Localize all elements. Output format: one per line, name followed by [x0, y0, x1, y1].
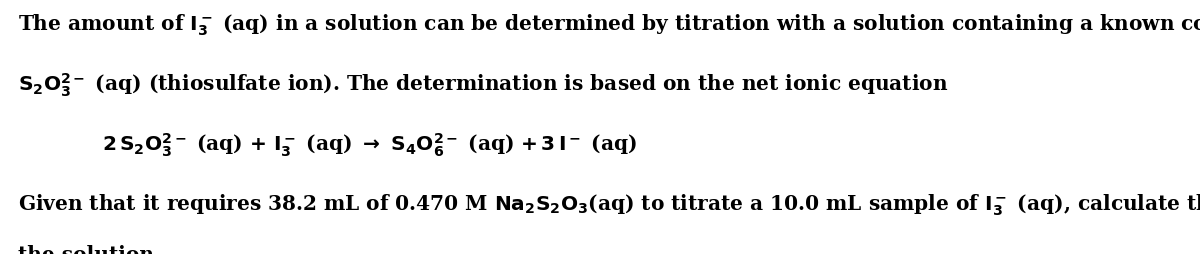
Text: the solution.: the solution. [18, 244, 161, 254]
Text: $\mathbf{2\,S_2O_3^{2-}}$ (aq) $\mathbf{+}$ $\mathbf{I_3^-}$ (aq) $\mathbf{\righ: $\mathbf{2\,S_2O_3^{2-}}$ (aq) $\mathbf{… [102, 131, 637, 158]
Text: Given that it requires 38.2 mL of 0.470 M $\mathbf{Na_2S_2O_3}$(aq) to titrate a: Given that it requires 38.2 mL of 0.470 … [18, 192, 1200, 217]
Text: $\mathbf{S_2O_3^{2-}}$ (aq) (thiosulfate ion). The determination is based on the: $\mathbf{S_2O_3^{2-}}$ (aq) (thiosulfate… [18, 71, 948, 98]
Text: The amount of $\mathbf{I_3^-}$ (aq) in a solution can be determined by titration: The amount of $\mathbf{I_3^-}$ (aq) in a… [18, 13, 1200, 38]
